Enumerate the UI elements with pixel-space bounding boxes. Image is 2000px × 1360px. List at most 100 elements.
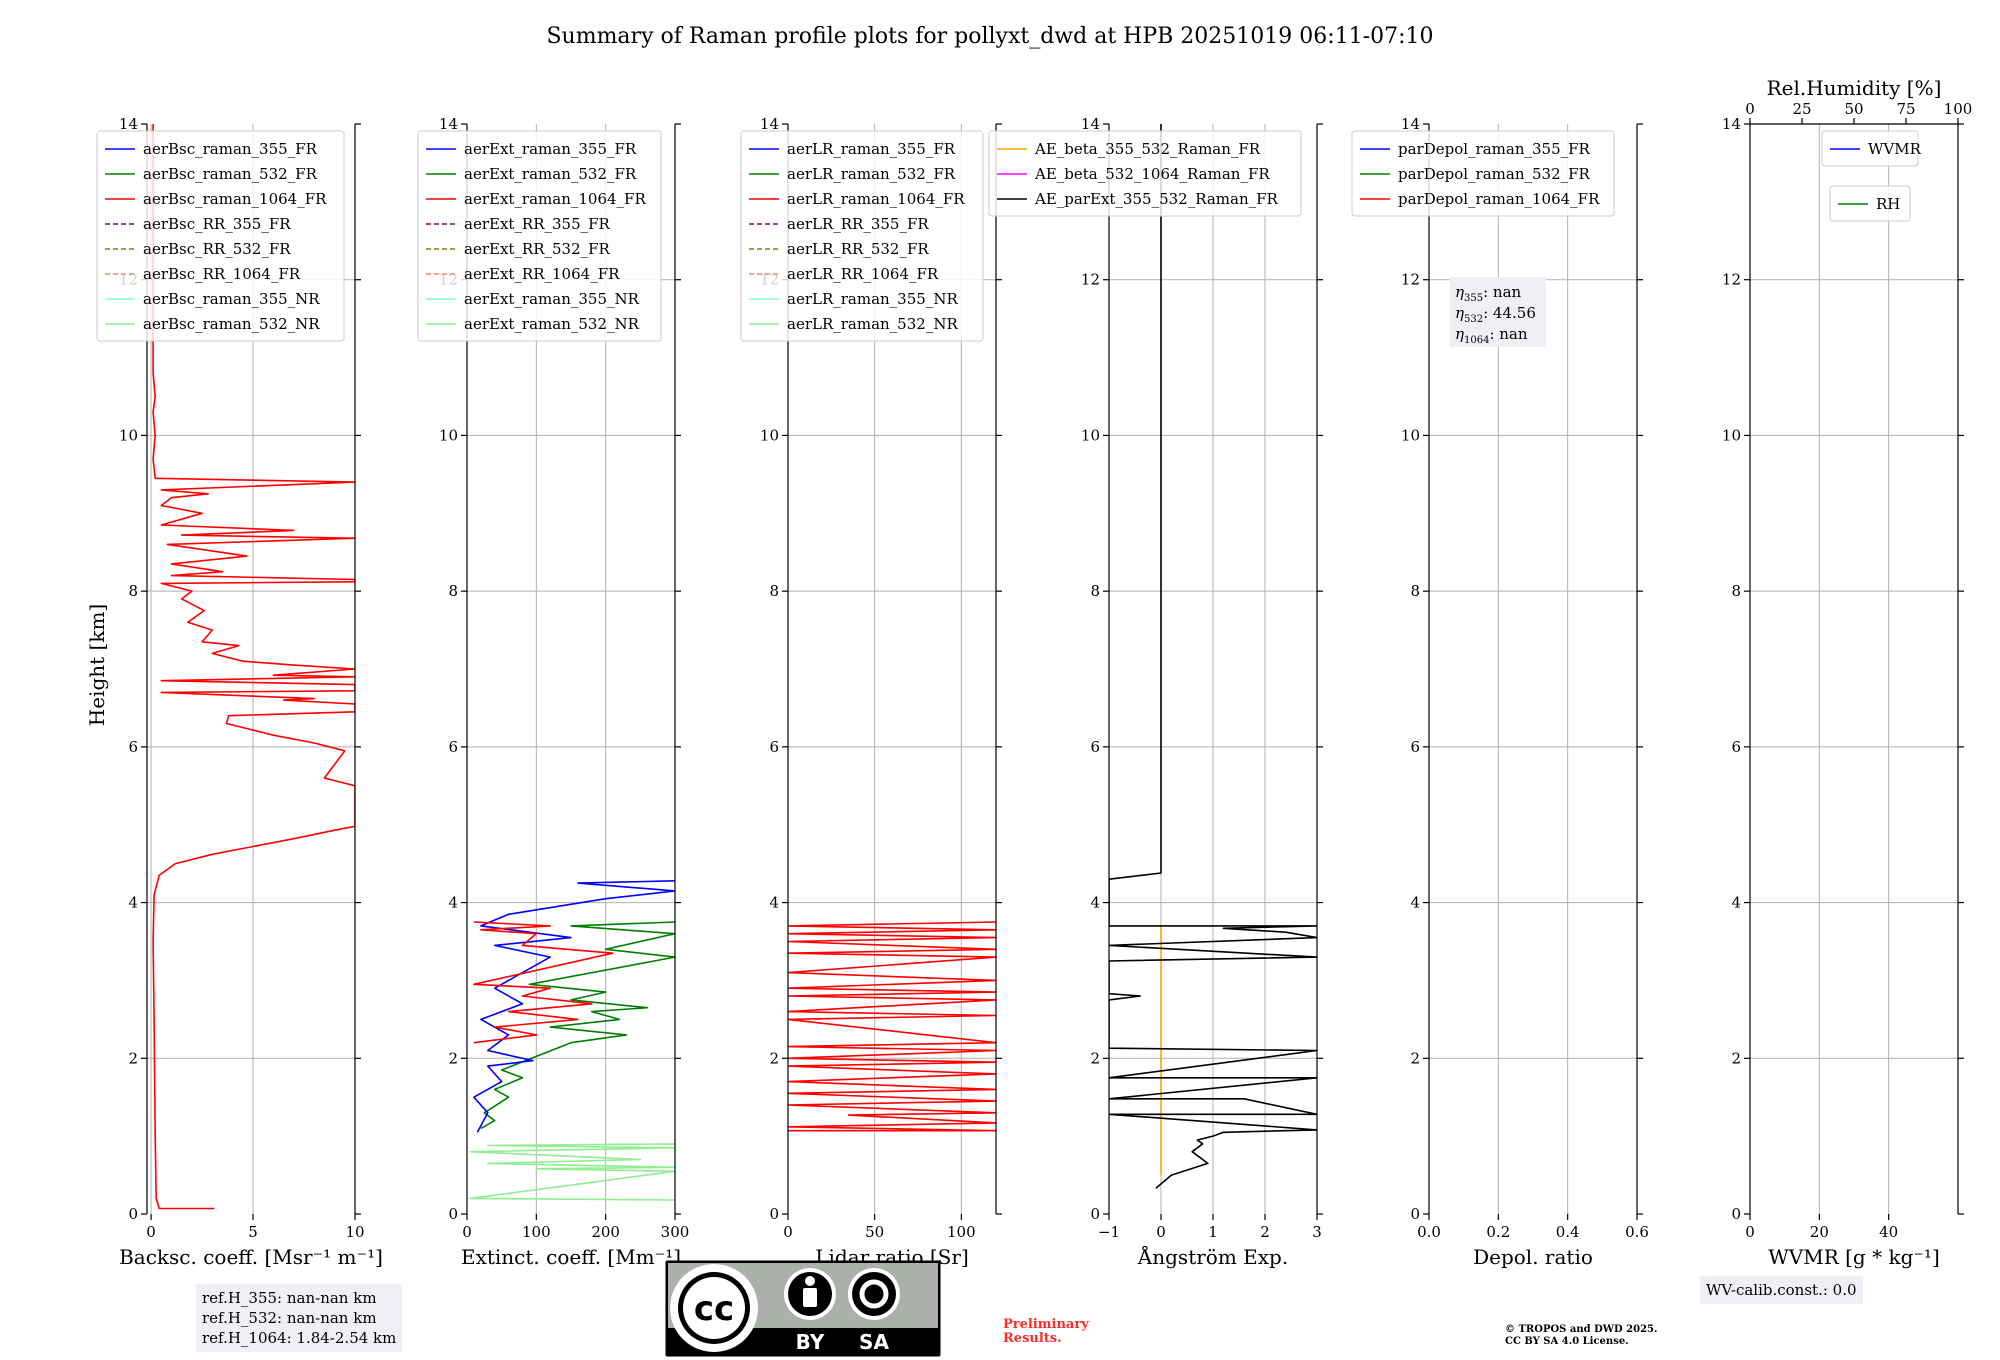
top-x-tick-label: 25 <box>1792 100 1811 118</box>
y-tick-label: 8 <box>1731 582 1741 600</box>
ref-h-355: ref.H_355: nan-nan km <box>202 1289 377 1307</box>
legend-label: parDepol_raman_1064_FR <box>1398 190 1600 208</box>
series-group <box>469 880 675 1201</box>
by-icon-body <box>803 1288 817 1307</box>
copyright-line-2: CC BY SA 4.0 License. <box>1505 1336 1629 1347</box>
eta-1064-text: η1064: nan <box>1455 325 1528 346</box>
eta-355-value: : nan <box>1483 283 1521 301</box>
y-tick-label: 0 <box>1731 1205 1741 1223</box>
series-aerBsc_raman_1064_FR <box>152 124 355 1210</box>
y-tick-label: 12 <box>1401 271 1420 289</box>
top-x-tick-label: 75 <box>1896 100 1915 118</box>
x-tick-label: 0 <box>146 1223 156 1241</box>
y-tick-label: 10 <box>1722 426 1741 444</box>
x-tick-label: 100 <box>522 1223 551 1241</box>
legend-frame <box>1351 130 1615 217</box>
legend-bsc: aerBsc_raman_355_FR aerBsc_raman_532_FRae… <box>96 130 345 342</box>
y-tick-label: 12 <box>1722 271 1741 289</box>
legend-label: parDepol_raman_355_FR <box>1398 140 1591 158</box>
legend-frame <box>417 130 662 342</box>
y-tick-label: 4 <box>1410 894 1420 912</box>
series-group <box>1109 124 1317 1189</box>
x-tick-label: 100 <box>947 1223 976 1241</box>
legend-frame <box>96 130 345 342</box>
y-tick-label: 6 <box>448 738 458 756</box>
y-tick-label: 14 <box>1722 115 1741 133</box>
legend-label: aerLR_RR_355_FR <box>787 215 929 233</box>
top-x-axis-label: Rel.Humidity [%] <box>1767 76 1942 100</box>
sa-label: SA <box>859 1330 889 1354</box>
copyright-line-1: © TROPOS and DWD 2025. <box>1505 1324 1658 1335</box>
x-tick-label: −1 <box>1098 1223 1120 1241</box>
cc-logo-text: cc <box>694 1289 734 1329</box>
legend-label: aerExt_RR_355_FR <box>464 215 611 233</box>
legend-depol: parDepol_raman_355_FR parDepol_raman_532_… <box>1351 130 1615 217</box>
legend-label: aerLR_raman_1064_FR <box>787 190 965 208</box>
y-tick-label: 8 <box>448 582 458 600</box>
x-tick-label: 0.4 <box>1556 1223 1580 1241</box>
y-tick-label: 4 <box>128 894 138 912</box>
x-axis-label: Extinct. coeff. [Mm⁻¹] <box>461 1245 681 1269</box>
legend-label: aerExt_RR_1064_FR <box>464 265 620 283</box>
legend-label: AE_parExt_355_532_Raman_FR <box>1034 190 1279 208</box>
x-tick-label: 200 <box>591 1223 620 1241</box>
y-axis-label: Height [km] <box>85 604 109 726</box>
legend-label: aerLR_raman_532_NR <box>787 315 958 333</box>
x-tick-label: 20 <box>1810 1223 1829 1241</box>
x-tick-label: 300 <box>661 1223 690 1241</box>
x-tick-label: 40 <box>1879 1223 1898 1241</box>
panel-lr: 02468101214050100Lidar ratio [Sr]aerLR_r… <box>740 115 1002 1269</box>
x-tick-label: 0.2 <box>1486 1223 1510 1241</box>
cc-logo-inner <box>683 1277 745 1339</box>
legend-label: aerBsc_RR_532_FR <box>143 240 291 258</box>
x-tick-label: 0.0 <box>1417 1223 1441 1241</box>
legend-label: parDepol_raman_532_FR <box>1398 165 1591 183</box>
y-tick-label: 10 <box>1401 426 1420 444</box>
legend-wvmr: WVMR <box>1821 130 1922 167</box>
y-tick-label: 6 <box>1731 738 1741 756</box>
legend-frame <box>988 130 1302 217</box>
legend-label: aerBsc_RR_1064_FR <box>143 265 301 283</box>
legend-frame <box>1829 185 1911 222</box>
y-tick-label: 14 <box>1401 115 1420 133</box>
y-tick-label: 0 <box>1410 1205 1420 1223</box>
x-tick-label: 10 <box>345 1223 364 1241</box>
cc-by-sa-badge[interactable]: cc BY SA <box>665 1260 941 1357</box>
y-tick-label: 4 <box>1731 894 1741 912</box>
copyright-note: © TROPOS and DWD 2025. CC BY SA 4.0 Lice… <box>1505 1324 1657 1348</box>
by-label: BY <box>796 1330 825 1354</box>
legend-label: aerExt_raman_355_FR <box>464 140 637 158</box>
x-tick-label: 0.6 <box>1625 1223 1649 1241</box>
y-tick-label: 4 <box>448 894 458 912</box>
x-axis-label: Backsc. coeff. [Msr⁻¹ m⁻¹] <box>119 1245 383 1269</box>
x-tick-label: 0 <box>1745 1223 1755 1241</box>
legend-label: aerExt_RR_532_FR <box>464 240 611 258</box>
series-aerExt_raman_532_NR <box>469 1143 675 1201</box>
y-tick-label: 2 <box>1090 1049 1100 1067</box>
legend-label: aerBsc_RR_355_FR <box>143 215 291 233</box>
y-tick-label: 0 <box>769 1205 779 1223</box>
y-tick-label: 4 <box>769 894 779 912</box>
preliminary-results-note: Preliminary Results. <box>1003 1318 1089 1346</box>
y-tick-label: 6 <box>1090 738 1100 756</box>
legend-label: aerBsc_raman_1064_FR <box>143 190 327 208</box>
y-tick-label: 14 <box>439 115 458 133</box>
panel-ext: 024681012140100200300Extinct. coeff. [Mm… <box>417 115 690 1269</box>
series-group <box>788 921 996 1132</box>
eta-355-text: η355: nan <box>1455 283 1522 304</box>
legend-label: aerBsc_raman_355_NR <box>143 290 320 308</box>
x-tick-label: 5 <box>248 1223 258 1241</box>
legend-label: aerExt_raman_1064_FR <box>464 190 646 208</box>
y-tick-label: 6 <box>1410 738 1420 756</box>
prelim-line-1: Preliminary <box>1003 1317 1089 1332</box>
legend-label: aerExt_raman_532_NR <box>464 315 640 333</box>
legend-label: aerLR_RR_532_FR <box>787 240 929 258</box>
eta-1064-value: : nan <box>1489 325 1527 343</box>
y-tick-label: 8 <box>1090 582 1100 600</box>
x-tick-label: 0 <box>462 1223 472 1241</box>
ref-height-box: ref.H_355: nan-nan km ref.H_532: nan-nan… <box>196 1284 403 1352</box>
sa-icon-arrow <box>859 1279 889 1309</box>
wv-calib-text: WV-calib.const.: 0.0 <box>1706 1281 1857 1299</box>
series-aerExt_raman_532_FR <box>480 921 675 1130</box>
